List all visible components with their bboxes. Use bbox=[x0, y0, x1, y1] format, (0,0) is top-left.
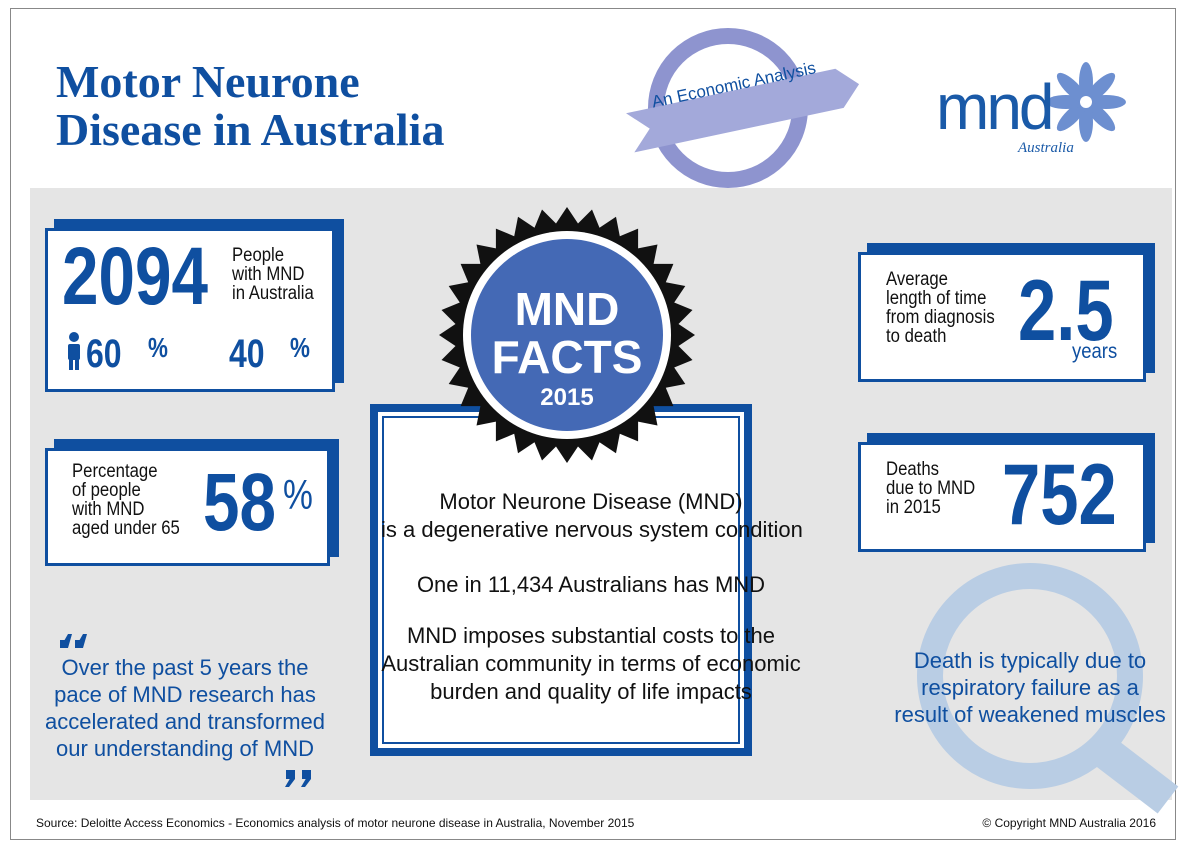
quote-line: accelerated and transformed bbox=[40, 709, 330, 735]
page: {"header": {"title": ["Motor Neurone", "… bbox=[0, 0, 1186, 848]
logo-text: mnd bbox=[936, 70, 1052, 144]
summary-line: MND imposes substantial costs to the bbox=[381, 622, 801, 649]
stat-value: 752 bbox=[1002, 452, 1117, 538]
logo-flower bbox=[1046, 62, 1126, 142]
quote-line: Over the past 5 years the bbox=[40, 655, 330, 681]
stat-label: in Australia bbox=[232, 284, 314, 303]
badge-year: 2015 bbox=[467, 384, 667, 412]
cause-line: Death is typically due to bbox=[880, 648, 1180, 674]
summary-line: One in 11,434 Australians has MND bbox=[381, 571, 801, 598]
cause-line: respiratory failure as a bbox=[880, 675, 1180, 701]
stat-value: 58 bbox=[203, 462, 276, 544]
stat-label: aged under 65 bbox=[72, 519, 180, 538]
cause-line: result of weakened muscles bbox=[880, 702, 1180, 728]
unit: % bbox=[290, 334, 310, 362]
summary-line: Motor Neurone Disease (MND) bbox=[381, 488, 801, 515]
stat-label: with MND bbox=[72, 500, 144, 519]
stat-label: in 2015 bbox=[886, 498, 941, 517]
stat-unit: years bbox=[1072, 342, 1117, 361]
quote-line: pace of MND research has bbox=[40, 682, 330, 708]
male-share: 60 bbox=[86, 334, 122, 374]
stat-label: to death bbox=[886, 327, 946, 346]
summary-line: is a degenerative nervous system conditi… bbox=[381, 516, 801, 543]
unit: % bbox=[283, 474, 313, 516]
badge-line: MND bbox=[467, 282, 667, 336]
quote-close bbox=[285, 770, 311, 787]
summary-line: burden and quality of life impacts bbox=[381, 678, 801, 705]
unit: % bbox=[148, 334, 168, 362]
source: Source: Deloitte Access Economics - Econ… bbox=[36, 816, 634, 830]
stat-label: People bbox=[232, 246, 284, 265]
stat-value: 2094 bbox=[62, 236, 208, 318]
stat-label: Deaths bbox=[886, 460, 939, 479]
badge-line: FACTS bbox=[467, 330, 667, 384]
logo-region: Australia bbox=[1018, 140, 1074, 157]
stat-label: Percentage bbox=[72, 462, 158, 481]
summary-line: Australian community in terms of economi… bbox=[381, 650, 801, 677]
stat-label: of people bbox=[72, 481, 141, 500]
quote-line: our understanding of MND bbox=[40, 736, 330, 762]
stat-label: from diagnosis bbox=[886, 308, 995, 327]
stat-label: length of time bbox=[886, 289, 986, 308]
stat-label: Average bbox=[886, 270, 948, 289]
title-line: Disease in Australia bbox=[56, 106, 444, 154]
stat-label: due to MND bbox=[886, 479, 975, 498]
copyright: © Copyright MND Australia 2016 bbox=[982, 816, 1156, 830]
male-icon bbox=[68, 332, 80, 370]
title-line: Motor Neurone bbox=[56, 58, 360, 106]
stat-label: with MND bbox=[232, 265, 304, 284]
quote-open bbox=[60, 634, 87, 648]
female-share: 40 bbox=[229, 334, 265, 374]
